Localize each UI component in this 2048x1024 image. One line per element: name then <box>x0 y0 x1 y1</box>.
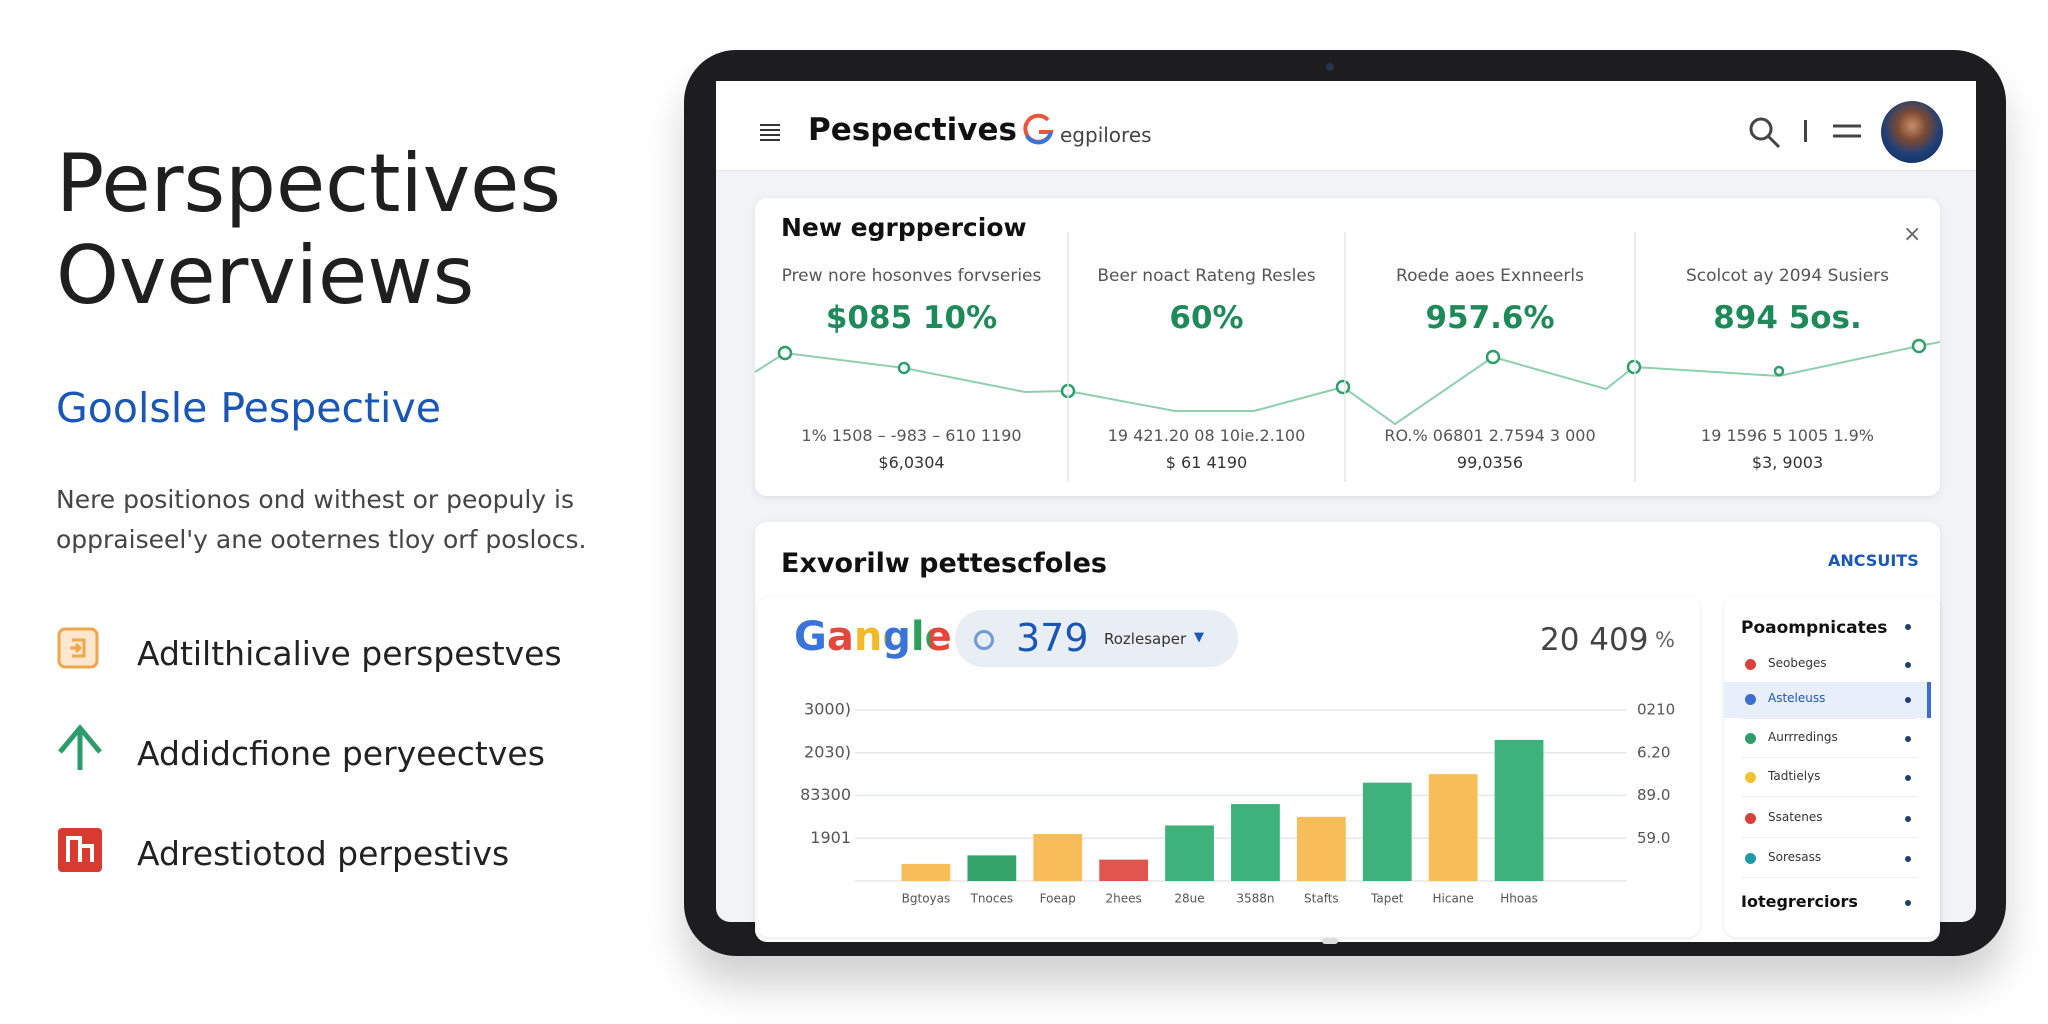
column-detail: 19 1596 5 1005 1.9% <box>1701 426 1874 445</box>
item-indicator <box>1927 682 1931 718</box>
column-label: Roede aoes Exnneerls <box>1396 266 1584 286</box>
feature-icon <box>58 724 102 770</box>
dot <box>1905 816 1911 822</box>
dot <box>1905 775 1911 781</box>
dot <box>1905 856 1911 862</box>
search-button[interactable] <box>1748 116 1782 150</box>
dot <box>1905 697 1911 703</box>
options-button[interactable] <box>1832 122 1862 140</box>
camera <box>1326 63 1334 71</box>
card-title: New egrpperciow <box>781 213 1027 242</box>
pill-caret: ▼ <box>1194 630 1204 645</box>
pill-value: 379 <box>1016 616 1089 660</box>
divider <box>1804 120 1807 142</box>
sidebar-item[interactable]: Ssatenes <box>1768 810 1823 824</box>
column-detail: 1% 1508 – -983 – 610 1190 <box>801 426 1022 445</box>
item-icon <box>1745 659 1756 670</box>
chart-logo: Gangle <box>794 614 952 660</box>
sidebar-item[interactable]: Aurrredings <box>1768 730 1838 744</box>
sidebar-footer: Iotegrerciors <box>1741 892 1858 911</box>
filter-pill[interactable] <box>955 610 1238 667</box>
item-line <box>1741 877 1917 878</box>
brand-name: egpilores <box>1060 123 1152 147</box>
dot <box>1905 624 1911 630</box>
hero-description: oppraiseel'y ane ooternes tloy orf poslo… <box>56 525 587 554</box>
menu-button[interactable] <box>758 121 782 143</box>
item-icon <box>1745 813 1756 824</box>
sidebar-item[interactable]: Tadtielys <box>1768 769 1821 783</box>
column-value: 60% <box>1169 300 1244 336</box>
column-value: 957.6% <box>1425 300 1555 336</box>
summary-card <box>755 198 1940 496</box>
brand-logo <box>1023 113 1054 145</box>
column-value: $085 10% <box>825 300 998 336</box>
hero-subtitle: Goolsle Pespective <box>56 384 441 432</box>
app-title: Pespectives <box>808 112 1017 148</box>
home-indicator <box>1322 938 1338 944</box>
card-title: Exvorilw pettescfoles <box>781 548 1107 579</box>
column-total: $ 61 4190 <box>1165 453 1248 472</box>
stat-unit: % <box>1655 628 1675 652</box>
column-detail: RO.% 06801 2.7594 3 000 <box>1384 426 1596 445</box>
column-value: 894 5os. <box>1713 300 1862 336</box>
sidebar-item[interactable]: Asteleuss <box>1768 691 1826 705</box>
feature-label: Adrestiotod perpestivs <box>137 834 510 873</box>
hero-title: Overviews <box>56 229 475 322</box>
sidebar-item[interactable]: Soresass <box>1768 850 1822 864</box>
item-line <box>1741 837 1917 838</box>
column-detail: 19 421.20 08 10ie.2.100 <box>1107 426 1306 445</box>
feature-icon <box>58 828 102 872</box>
item-icon <box>1745 772 1756 783</box>
hero-title: Perspectives <box>56 137 561 230</box>
avatar[interactable] <box>1881 101 1943 163</box>
dot <box>1905 662 1911 668</box>
item-icon <box>1745 694 1756 705</box>
column-total: $6,0304 <box>878 453 945 472</box>
hero-description: Nere positionos ond withest or peopuly i… <box>56 485 575 514</box>
pill-label: Rozlesaper <box>1104 630 1187 648</box>
dot <box>1905 900 1911 906</box>
dot <box>1905 736 1911 742</box>
column-total: $3, 9003 <box>1751 453 1824 472</box>
stat-value: 20 409 <box>1540 622 1649 658</box>
feature-label: Adtilthicalive perspestves <box>137 634 562 673</box>
column-label: Scolcot ay 2094 Susiers <box>1685 266 1890 286</box>
column-label: Prew nore hosonves forvseries <box>781 266 1042 286</box>
sidebar-item[interactable]: Seobeges <box>1768 656 1827 670</box>
feature-icon <box>57 627 99 669</box>
close-button[interactable]: × <box>1903 222 1922 247</box>
action-link[interactable]: ANCSUITS <box>1828 551 1919 570</box>
feature-label: Addidcfione peryeectves <box>137 734 545 773</box>
item-icon <box>1745 853 1756 864</box>
item-line <box>1741 757 1917 758</box>
sidebar-panel <box>1724 597 1940 937</box>
app-header <box>716 81 1976 171</box>
item-line <box>1741 718 1917 719</box>
item-line <box>1741 796 1917 797</box>
column-label: Beer noact Rateng Resles <box>1097 266 1316 286</box>
sidebar-title: Poaompnicates <box>1741 618 1888 638</box>
column-total: 99,0356 <box>1456 453 1524 472</box>
pill-icon <box>974 630 994 650</box>
item-highlight <box>1724 682 1930 718</box>
item-icon <box>1745 733 1756 744</box>
